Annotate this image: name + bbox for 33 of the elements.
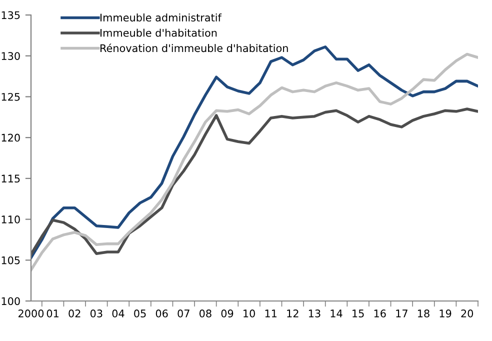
- x-tick-label: 19: [440, 310, 452, 318]
- x-tick-label: 02: [68, 310, 80, 318]
- legend-label: Rénovation d'immeuble d'habitation: [100, 44, 288, 52]
- legend-label: Immeuble administratif: [100, 13, 222, 22]
- x-tick-label: 17: [396, 310, 408, 318]
- x-tick-label: 07: [178, 310, 190, 318]
- x-tick-label: 01: [46, 310, 58, 318]
- x-tick-label: 04: [112, 310, 124, 318]
- x-tick-label: 16: [374, 310, 386, 318]
- x-tick-label: 12: [287, 310, 298, 318]
- x-tick-label: 14: [330, 310, 342, 318]
- line-series: [31, 108, 478, 256]
- x-tick-label: 05: [134, 310, 146, 318]
- x-tick-label: 08: [200, 310, 212, 318]
- x-tick-label: 20: [461, 310, 474, 318]
- x-tick-label: 13: [308, 310, 320, 318]
- y-tick-label: 105: [2, 256, 20, 264]
- y-tick-label: 115: [2, 174, 20, 183]
- x-tick-label: 11: [265, 310, 277, 318]
- y-tick-label: 130: [2, 52, 20, 60]
- x-tick-label: 10: [244, 310, 255, 318]
- y-tick-label: 120: [2, 134, 20, 142]
- y-tick-label: 135: [2, 11, 20, 20]
- x-tick-label: 03: [90, 310, 102, 318]
- legend-label: Immeuble d'habitation: [100, 28, 217, 37]
- y-tick-label: 100: [2, 297, 20, 306]
- x-tick-label: 06: [156, 310, 168, 318]
- y-tick-label: 110: [2, 216, 20, 224]
- x-tick-label: 2000: [18, 310, 44, 318]
- x-tick-label: 15: [352, 310, 364, 318]
- x-tick-label: 09: [221, 310, 234, 318]
- x-tick-label: 18: [418, 310, 430, 318]
- y-tick-label: 125: [2, 92, 20, 101]
